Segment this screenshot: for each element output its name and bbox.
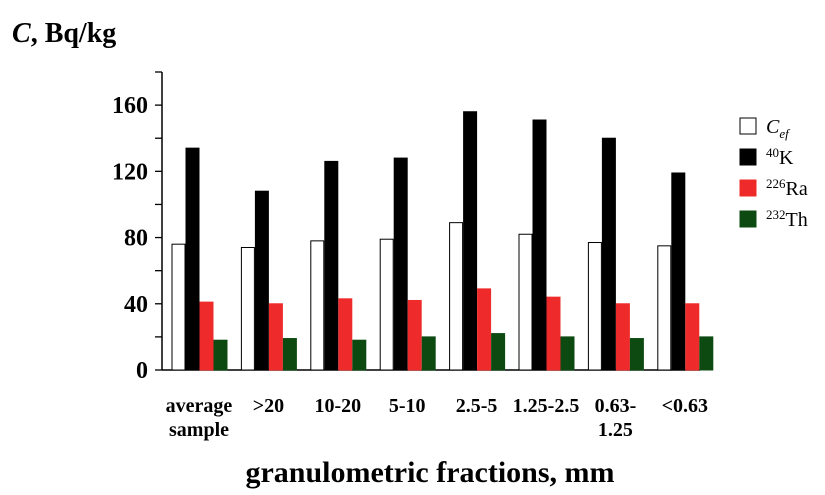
y-axis-title: C, Bq/kg <box>12 18 116 49</box>
bar-ra-2 <box>268 303 283 371</box>
bar-k-3 <box>324 160 339 371</box>
plot-area: 0 40 80 120 160 average sample >20 10-20 5-10 2.5-… <box>112 71 714 441</box>
x-tick-label: 5-10 <box>389 395 426 417</box>
bar-k-4 <box>393 157 408 371</box>
bar-k-6 <box>532 119 547 371</box>
y-tick-label: 40 <box>124 292 148 318</box>
legend-swatch <box>739 210 757 228</box>
x-tick-label: 10-20 <box>314 395 361 417</box>
x-tick-label: 0.63-1.25 <box>595 395 637 441</box>
bar-k-2 <box>254 190 269 371</box>
x-tick-label: >20 <box>253 395 284 417</box>
y-axis-units: , Bq/kg <box>31 18 117 49</box>
bar-th-4 <box>421 336 436 371</box>
legend-swatch <box>739 148 757 166</box>
bar-c-4 <box>379 238 394 371</box>
x-tick-label: 2.5-5 <box>456 395 498 417</box>
bar-th-7 <box>629 338 644 371</box>
bar-ra-8 <box>685 303 700 371</box>
bar-ra-3 <box>338 298 353 371</box>
bar-th-3 <box>352 339 367 371</box>
bar-c-8 <box>657 245 672 371</box>
legend-label: 226Ra <box>766 176 808 200</box>
bar-th-5 <box>491 333 506 371</box>
bar-ra-1 <box>199 301 214 371</box>
bar-ra-4 <box>407 299 422 371</box>
y-tick-label: 160 <box>112 93 148 119</box>
bar-c-5 <box>449 222 464 371</box>
bar-c-7 <box>587 242 602 371</box>
bar-c-6 <box>518 233 533 371</box>
y-tick-label: 120 <box>112 159 148 185</box>
x-tick-label: 1.25-2.5 <box>513 395 580 417</box>
y-tick-label: 80 <box>124 226 148 252</box>
legend-swatch <box>739 179 757 197</box>
bar-th-8 <box>699 336 714 371</box>
bar-ra-6 <box>546 296 561 371</box>
y-tick-label: 0 <box>136 358 148 384</box>
bar-k-1 <box>185 147 200 371</box>
bar-k-7 <box>601 137 616 371</box>
bar-th-1 <box>213 339 228 371</box>
legend-label: Cef <box>766 116 791 141</box>
bar-c-1 <box>171 243 186 371</box>
bar-th-6 <box>560 336 575 371</box>
bar-k-8 <box>671 172 686 371</box>
x-axis-title: granulometric fractions, mm <box>245 456 614 489</box>
legend-swatch <box>739 117 757 135</box>
x-tick-label: <0.63 <box>662 395 708 417</box>
legend-label: 232Th <box>766 207 808 231</box>
legend: Cef 40K 226Ra 232Th <box>739 116 808 231</box>
legend-label: 40K <box>766 145 794 169</box>
y-axis-symbol: C <box>12 18 31 49</box>
bar-ra-5 <box>477 288 492 371</box>
bar-th-2 <box>282 338 297 371</box>
bar-c-2 <box>240 246 255 371</box>
x-tick-label: average sample <box>166 395 233 441</box>
bar-k-5 <box>463 111 478 371</box>
bar-ra-7 <box>615 303 630 371</box>
bar-c-3 <box>310 240 325 371</box>
